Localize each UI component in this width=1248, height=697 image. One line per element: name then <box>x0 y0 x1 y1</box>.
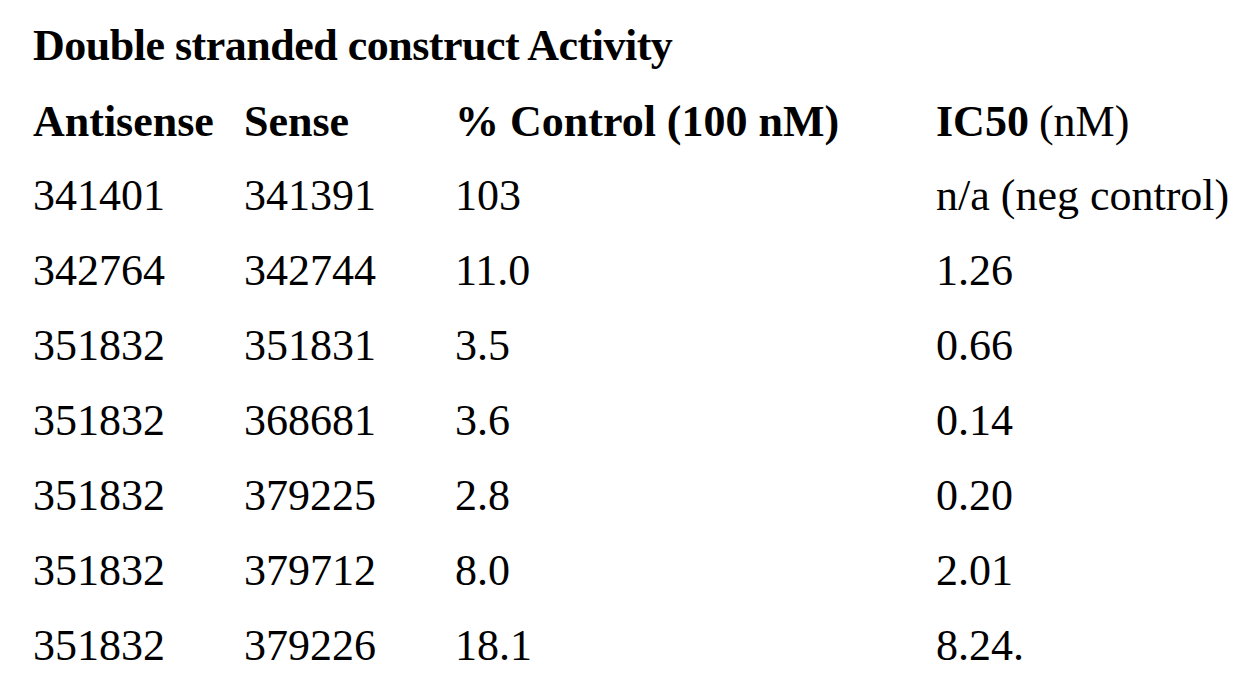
cell-antisense: 351832 <box>33 549 165 593</box>
cell-sense: 379225 <box>244 474 376 518</box>
cell-ic50: n/a (neg control) <box>936 174 1229 218</box>
cell-ic50: 8.24. <box>936 624 1024 668</box>
cell-sense: 379712 <box>244 549 376 593</box>
cell-antisense: 342764 <box>33 249 165 293</box>
cell-ic50: 0.20 <box>936 474 1013 518</box>
table-row: 341401 341391 103 n/a (neg control) <box>0 174 1248 224</box>
column-header-ic50-label: IC50 <box>936 97 1029 146</box>
cell-sense: 351831 <box>244 324 376 368</box>
cell-sense: 368681 <box>244 399 376 443</box>
table-row: 351832 351831 3.5 0.66 <box>0 324 1248 374</box>
cell-sense: 341391 <box>244 174 376 218</box>
column-header-pct-control: % Control (100 nM) <box>455 100 839 144</box>
cell-antisense: 351832 <box>33 324 165 368</box>
cell-sense: 342744 <box>244 249 376 293</box>
table-row: 351832 379225 2.8 0.20 <box>0 474 1248 524</box>
cell-sense: 379226 <box>244 624 376 668</box>
cell-pct-control: 103 <box>455 174 521 218</box>
table-row: 351832 379712 8.0 2.01 <box>0 549 1248 599</box>
cell-pct-control: 8.0 <box>455 549 510 593</box>
cell-antisense: 351832 <box>33 474 165 518</box>
cell-antisense: 351832 <box>33 624 165 668</box>
table-row: 351832 379226 18.1 8.24. <box>0 624 1248 674</box>
page-title: Double stranded construct Activity <box>33 24 672 68</box>
cell-pct-control: 18.1 <box>455 624 532 668</box>
table-header-row: Antisense Sense % Control (100 nM) IC50(… <box>0 100 1248 150</box>
column-header-ic50-unit: (nM) <box>1039 97 1129 146</box>
cell-antisense: 341401 <box>33 174 165 218</box>
cell-antisense: 351832 <box>33 399 165 443</box>
table-row: 351832 368681 3.6 0.14 <box>0 399 1248 449</box>
cell-pct-control: 3.6 <box>455 399 510 443</box>
cell-pct-control: 2.8 <box>455 474 510 518</box>
cell-pct-control: 11.0 <box>455 249 530 293</box>
cell-pct-control: 3.5 <box>455 324 510 368</box>
cell-ic50: 1.26 <box>936 249 1013 293</box>
column-header-antisense: Antisense <box>33 100 214 144</box>
cell-ic50: 0.66 <box>936 324 1013 368</box>
document-page: Double stranded construct Activity Antis… <box>0 0 1248 697</box>
cell-ic50: 0.14 <box>936 399 1013 443</box>
column-header-ic50: IC50(nM) <box>936 100 1129 144</box>
column-header-sense: Sense <box>244 100 349 144</box>
cell-ic50: 2.01 <box>936 549 1013 593</box>
table-row: 342764 342744 11.0 1.26 <box>0 249 1248 299</box>
